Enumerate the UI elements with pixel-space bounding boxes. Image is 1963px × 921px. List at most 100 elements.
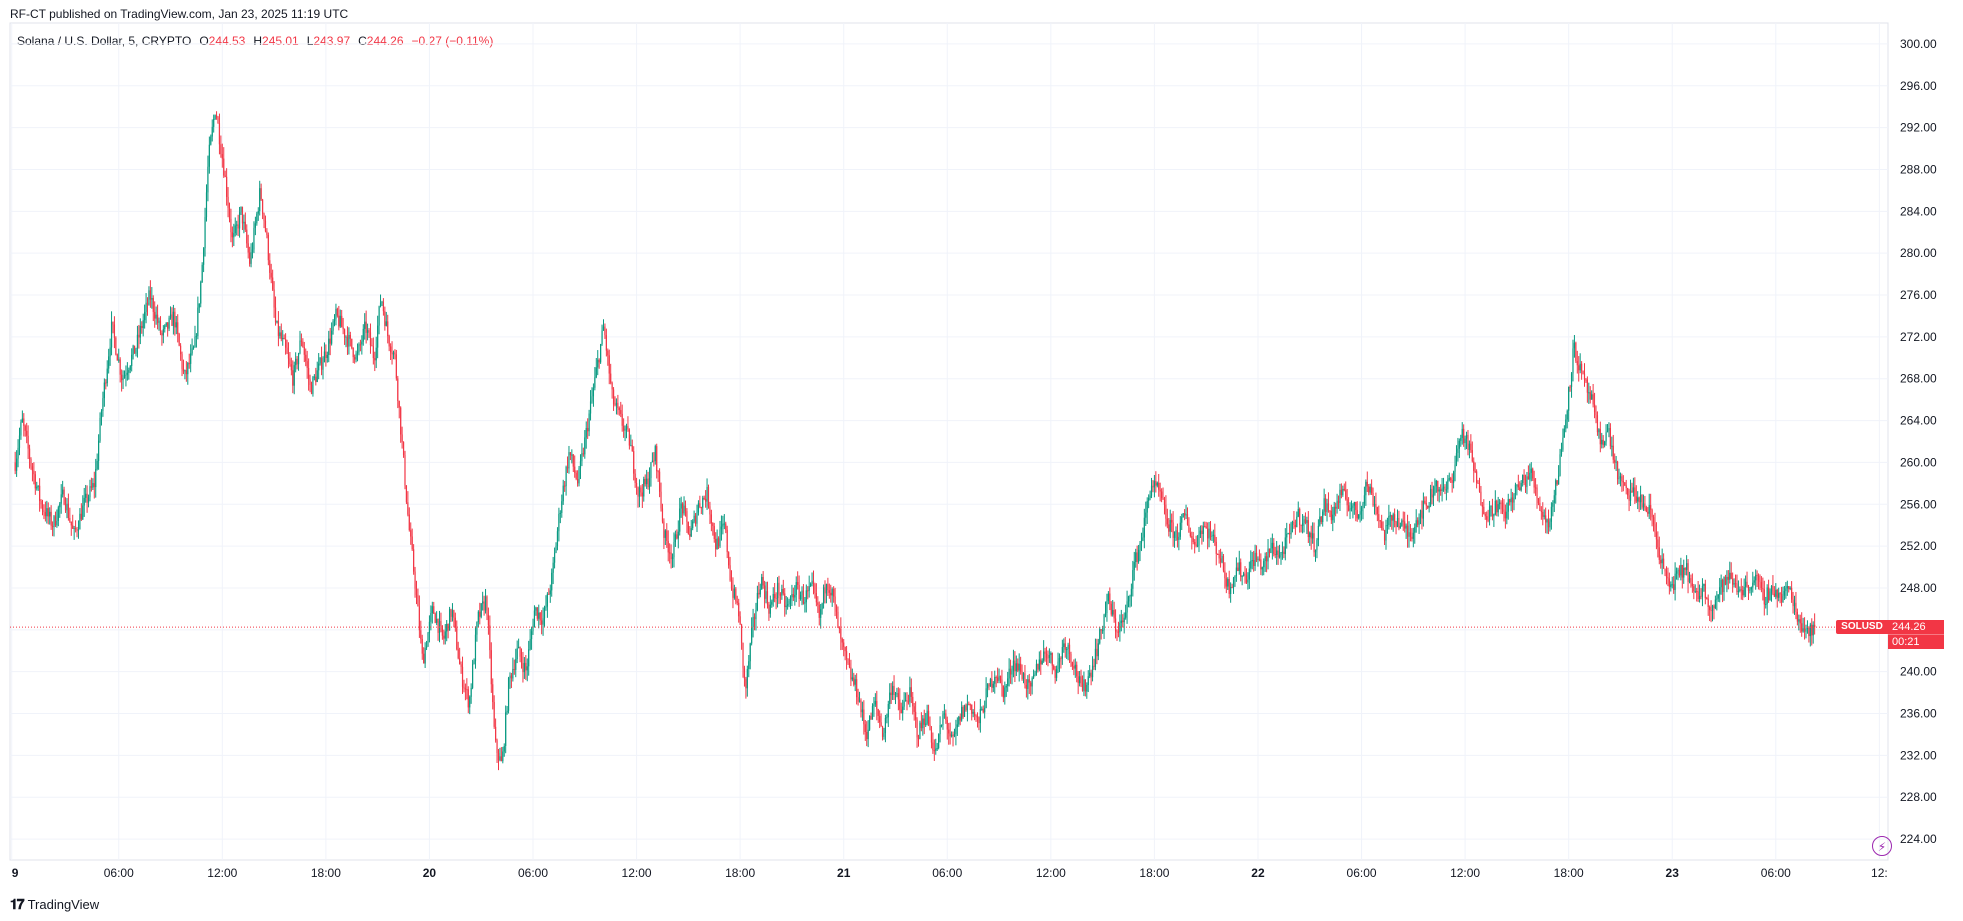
candle-body: [1663, 558, 1665, 569]
candle-body: [473, 661, 475, 664]
candle-body: [1192, 538, 1194, 543]
candle-body: [1283, 551, 1285, 555]
candle-body: [732, 588, 734, 598]
candle-body: [917, 737, 920, 739]
candle-body: [1054, 669, 1056, 678]
candle-body: [848, 663, 851, 668]
candle-body: [1330, 510, 1332, 521]
candle-body: [1162, 498, 1164, 500]
candle-body: [733, 588, 735, 598]
candle-body: [1287, 533, 1289, 535]
candle-body: [631, 445, 633, 452]
candle-body: [417, 594, 419, 607]
candle-body: [169, 314, 172, 318]
candle-body: [390, 346, 392, 353]
candle-body: [1670, 584, 1672, 588]
candle-body: [241, 206, 244, 224]
candle-body: [782, 589, 784, 594]
candle-body: [118, 359, 120, 361]
price-chart[interactable]: 224.00228.00232.00236.00240.00244.00248.…: [0, 0, 1963, 890]
candle-body: [1743, 587, 1745, 596]
candle-body: [1083, 679, 1085, 691]
candle-body: [54, 516, 57, 526]
candle-body: [1721, 579, 1724, 593]
candle-body: [1511, 497, 1514, 503]
candle-body: [1637, 497, 1639, 502]
candle-body: [624, 428, 626, 431]
candle-body: [274, 307, 277, 323]
candle-body: [1463, 428, 1465, 444]
candle-body: [1392, 514, 1394, 521]
candle-body: [692, 521, 694, 529]
candle-body: [146, 302, 149, 305]
candle-body: [1327, 503, 1330, 511]
candle-body: [1543, 515, 1545, 517]
candle-body: [251, 249, 254, 253]
candle-body: [79, 513, 81, 530]
candle-body: [215, 115, 218, 118]
candle-body: [831, 589, 833, 596]
candle-body: [637, 486, 639, 497]
candle-body: [1529, 472, 1531, 480]
candle-body: [1248, 568, 1250, 580]
candle-body: [335, 308, 337, 319]
candle-body: [1116, 631, 1118, 633]
candle-body: [650, 462, 652, 479]
candle-body: [105, 382, 107, 384]
candle-body: [499, 756, 501, 761]
candle-body: [309, 379, 311, 385]
candle-body: [175, 322, 177, 328]
candle-body: [1399, 525, 1401, 529]
candle-body: [1713, 605, 1715, 609]
candle-body: [1224, 570, 1226, 579]
candle-body: [982, 708, 984, 713]
candle-body: [841, 638, 843, 643]
candle-body: [697, 503, 700, 513]
candle-body: [555, 545, 557, 553]
candle-body: [922, 718, 924, 729]
candle-body: [1793, 602, 1796, 607]
candle-body: [131, 354, 133, 366]
candle-body: [1683, 567, 1685, 578]
candle-body: [913, 706, 915, 712]
candle-body: [919, 722, 921, 739]
candle-body: [827, 584, 829, 591]
candle-body: [988, 684, 990, 687]
candle-body: [1496, 500, 1498, 513]
candle-body: [178, 333, 180, 346]
candle-body: [1307, 520, 1309, 538]
candle-body: [686, 511, 688, 522]
candle-body: [1135, 552, 1137, 563]
candle-body: [1677, 569, 1679, 572]
candle-body: [1081, 683, 1084, 691]
candle-body: [24, 425, 26, 431]
candle-body: [1241, 576, 1243, 578]
candle-body: [1595, 412, 1597, 416]
candle-body: [943, 713, 945, 715]
candle-body: [211, 126, 213, 137]
candle-body: [507, 677, 510, 711]
candle-body: [263, 213, 265, 221]
candle-body: [1729, 572, 1731, 580]
candle-body: [1106, 601, 1108, 613]
candle-body: [1716, 598, 1718, 600]
tradingview-footer[interactable]: 𝟏𝟕 TradingView: [10, 896, 99, 913]
candle-body: [1362, 503, 1364, 508]
candle-body: [210, 136, 212, 145]
candle-body: [709, 506, 711, 515]
candle-body: [1749, 589, 1751, 591]
candle-body: [1153, 480, 1156, 488]
candle-body: [1185, 514, 1187, 516]
candle-body: [740, 624, 743, 643]
candle-body: [267, 234, 269, 261]
candle-body: [756, 592, 759, 611]
candle-body: [1742, 590, 1744, 596]
candle-body: [156, 314, 159, 323]
candle-body: [446, 623, 448, 632]
candle-body: [323, 351, 326, 363]
candle-body: [1776, 589, 1778, 598]
candle-body: [1173, 531, 1176, 538]
candle-body: [867, 729, 869, 740]
candle-body: [682, 503, 684, 514]
lightning-icon[interactable]: ⚡: [1872, 836, 1892, 856]
